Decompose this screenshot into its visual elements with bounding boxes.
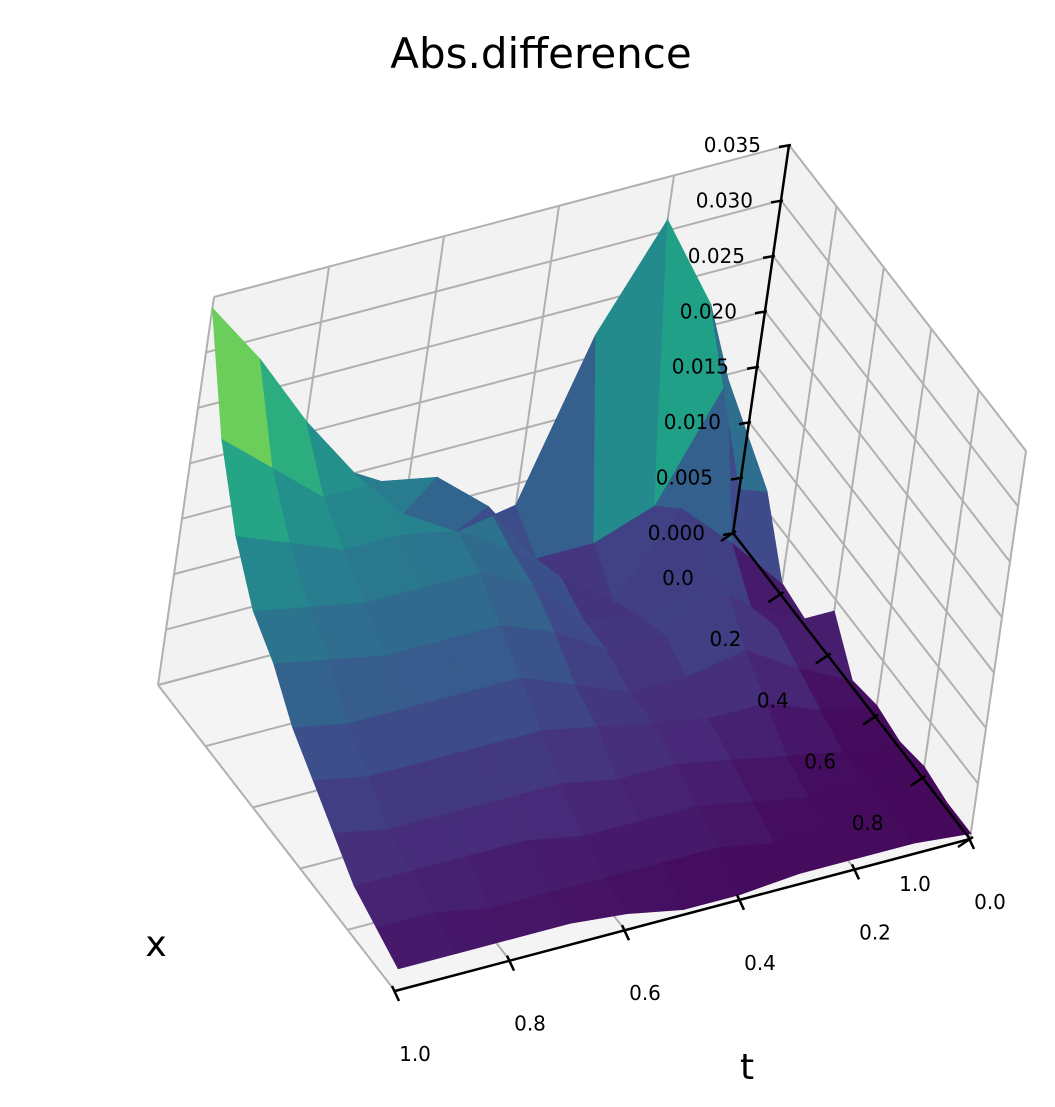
x-tick bbox=[862, 713, 879, 726]
grid-line bbox=[740, 476, 979, 785]
z-tick-label: 0.035 bbox=[704, 133, 761, 157]
t-tick bbox=[735, 894, 746, 911]
x-axis-line bbox=[732, 532, 971, 840]
t-tick-label: 0.2 bbox=[859, 920, 891, 944]
x-tick bbox=[909, 774, 927, 787]
grid-line bbox=[969, 450, 1027, 840]
chart-title: Abs.difference bbox=[390, 29, 691, 78]
grid-line bbox=[756, 366, 995, 674]
t-axis-label: t bbox=[740, 1047, 754, 1088]
z-tick bbox=[778, 143, 792, 149]
grid-line bbox=[764, 310, 1003, 618]
grid-line bbox=[779, 206, 838, 595]
grid-line bbox=[921, 389, 980, 778]
x-tick-label: 0.4 bbox=[757, 688, 789, 712]
z-tick-label: 0.030 bbox=[696, 188, 753, 212]
x-tick-label: 0.0 bbox=[662, 566, 694, 590]
t-tick-label: 0.0 bbox=[974, 890, 1006, 914]
grid-line bbox=[826, 267, 885, 656]
grid-line bbox=[788, 144, 1027, 452]
x-tick-label: 0.6 bbox=[804, 750, 836, 774]
t-tick bbox=[850, 863, 861, 880]
axes: 0.000 0.005 0.010 0.015 0.020 0.025 0.030 0.035… bbox=[390, 133, 1006, 1066]
x-tick-label: 0.8 bbox=[852, 811, 884, 835]
grid-line bbox=[213, 144, 790, 298]
t-tick-label: 0.4 bbox=[744, 951, 776, 975]
x-axis-label: x bbox=[145, 924, 166, 965]
z-tick-label: 0.025 bbox=[688, 244, 745, 268]
x-tick-label: 0.2 bbox=[709, 627, 741, 651]
surface-face bbox=[710, 304, 768, 492]
t-tick-label: 1.0 bbox=[399, 1042, 431, 1066]
z-tick-label: 0.010 bbox=[664, 410, 721, 434]
t-tick bbox=[505, 955, 516, 972]
t-axis-line bbox=[394, 837, 971, 993]
z-tick bbox=[762, 254, 776, 260]
z-tick bbox=[770, 199, 784, 204]
z-tick-label: 0.005 bbox=[656, 466, 713, 490]
grid-line bbox=[780, 199, 1019, 508]
z-tick bbox=[738, 420, 752, 426]
z-tick bbox=[730, 476, 744, 481]
t-tick-label: 0.6 bbox=[629, 981, 661, 1005]
t-tick bbox=[620, 924, 631, 941]
grid-line bbox=[157, 296, 215, 686]
x-tick bbox=[767, 591, 785, 604]
z-tick-label: 0.000 bbox=[648, 521, 705, 545]
z-tick-label: 0.015 bbox=[672, 355, 729, 379]
z-tick bbox=[754, 310, 768, 315]
grid-line bbox=[157, 684, 396, 992]
grid-line bbox=[748, 421, 987, 729]
x-tick bbox=[815, 652, 832, 665]
z-axis-line bbox=[731, 144, 791, 534]
grid-line bbox=[772, 255, 1011, 563]
surface-plot bbox=[211, 218, 972, 970]
z-tick-label: 0.020 bbox=[680, 299, 737, 323]
t-tick bbox=[965, 833, 976, 850]
t-tick-label: 0.8 bbox=[514, 1012, 546, 1036]
grid-line bbox=[874, 328, 933, 717]
x-tick bbox=[720, 529, 737, 543]
z-tick bbox=[746, 365, 760, 370]
t-tick bbox=[390, 985, 401, 1002]
grid-line bbox=[205, 199, 782, 354]
x-tick-label: 1.0 bbox=[899, 872, 931, 896]
